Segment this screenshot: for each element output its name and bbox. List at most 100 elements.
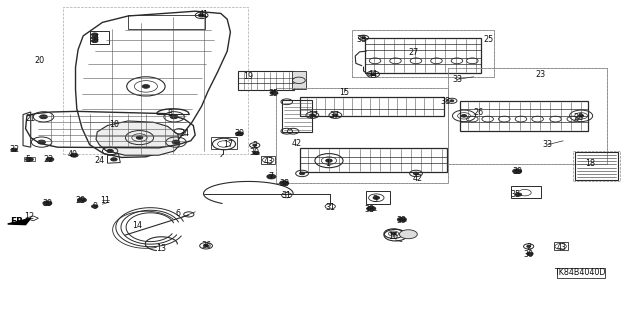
- Circle shape: [579, 115, 584, 117]
- Circle shape: [527, 245, 531, 247]
- Text: 27: 27: [408, 48, 419, 57]
- Circle shape: [513, 169, 522, 173]
- Text: 37: 37: [308, 111, 319, 120]
- Circle shape: [26, 157, 33, 161]
- Bar: [282, 100, 312, 132]
- Text: 42: 42: [412, 174, 422, 183]
- Circle shape: [450, 100, 454, 102]
- Text: 20: 20: [35, 56, 45, 65]
- Circle shape: [373, 196, 380, 199]
- Bar: [573, 151, 620, 181]
- Bar: [365, 38, 481, 73]
- Circle shape: [310, 114, 315, 116]
- Bar: [575, 152, 618, 180]
- Circle shape: [371, 73, 376, 76]
- Circle shape: [92, 33, 98, 36]
- Circle shape: [280, 181, 289, 185]
- Text: TK84B4040D: TK84B4040D: [554, 268, 605, 277]
- Text: 11: 11: [100, 196, 110, 204]
- Circle shape: [300, 172, 305, 175]
- Circle shape: [172, 140, 180, 144]
- Text: 38: 38: [365, 205, 375, 214]
- Text: 28: 28: [573, 113, 584, 122]
- Circle shape: [399, 230, 417, 239]
- Circle shape: [46, 157, 54, 161]
- Circle shape: [198, 14, 205, 17]
- Text: 38: 38: [440, 97, 451, 106]
- Bar: [300, 97, 444, 116]
- Circle shape: [253, 151, 259, 155]
- Text: 24: 24: [94, 156, 104, 164]
- Text: 40: 40: [68, 150, 78, 159]
- Text: 5: 5: [26, 155, 31, 164]
- Text: 35: 35: [511, 190, 521, 199]
- Text: 6: 6: [175, 209, 180, 218]
- Bar: [292, 71, 306, 89]
- Text: 2: 2: [252, 141, 257, 150]
- Text: 4: 4: [93, 34, 99, 43]
- Text: 13: 13: [156, 244, 166, 253]
- Circle shape: [43, 201, 52, 205]
- Circle shape: [40, 115, 47, 119]
- Circle shape: [253, 144, 257, 146]
- Text: 25: 25: [484, 35, 494, 44]
- Circle shape: [142, 84, 150, 88]
- Text: 43: 43: [264, 157, 274, 166]
- Circle shape: [204, 244, 209, 247]
- Text: 38: 38: [356, 35, 366, 44]
- Text: 32: 32: [9, 145, 19, 154]
- Text: 33: 33: [452, 75, 462, 84]
- Text: 42: 42: [292, 139, 302, 148]
- Circle shape: [11, 148, 17, 151]
- Bar: [448, 68, 607, 164]
- Text: 19: 19: [243, 72, 253, 81]
- Text: 2: 2: [526, 243, 531, 252]
- Text: 39: 39: [397, 216, 407, 225]
- Circle shape: [397, 217, 406, 222]
- Bar: [276, 88, 448, 183]
- Text: 16: 16: [388, 232, 398, 241]
- Circle shape: [362, 37, 365, 39]
- Text: FR.: FR.: [10, 217, 26, 226]
- Circle shape: [515, 193, 522, 196]
- Circle shape: [326, 159, 332, 162]
- Circle shape: [92, 36, 98, 39]
- Polygon shape: [8, 218, 31, 225]
- Text: 36: 36: [201, 241, 211, 250]
- Text: 41: 41: [198, 10, 209, 19]
- Circle shape: [170, 115, 178, 119]
- Bar: [554, 242, 568, 250]
- Text: 33: 33: [543, 140, 553, 149]
- Circle shape: [367, 206, 376, 211]
- Circle shape: [527, 252, 533, 255]
- Circle shape: [107, 149, 113, 153]
- Text: 26: 26: [474, 108, 484, 117]
- Bar: [557, 268, 605, 278]
- Text: 9: 9: [92, 202, 97, 211]
- Bar: [276, 88, 448, 183]
- Text: 7: 7: [269, 172, 274, 181]
- Text: 15: 15: [339, 88, 349, 97]
- Text: 18: 18: [585, 159, 595, 168]
- Text: 44: 44: [367, 70, 378, 79]
- Bar: [448, 68, 607, 164]
- Circle shape: [391, 232, 396, 235]
- Text: 43: 43: [557, 243, 567, 252]
- Circle shape: [461, 115, 467, 117]
- Text: 17: 17: [223, 140, 234, 149]
- Text: 39: 39: [512, 167, 522, 176]
- Polygon shape: [96, 121, 179, 155]
- Bar: [261, 156, 275, 164]
- Circle shape: [92, 205, 98, 208]
- Text: 30: 30: [250, 148, 260, 157]
- Circle shape: [38, 140, 45, 144]
- Text: 10: 10: [109, 120, 119, 129]
- Text: 14: 14: [132, 221, 142, 230]
- Text: 31: 31: [282, 191, 292, 200]
- Bar: [90, 31, 109, 44]
- Bar: [211, 137, 237, 149]
- Text: 21: 21: [26, 114, 36, 123]
- Text: 37: 37: [329, 111, 339, 120]
- Bar: [366, 191, 390, 204]
- Circle shape: [333, 114, 338, 116]
